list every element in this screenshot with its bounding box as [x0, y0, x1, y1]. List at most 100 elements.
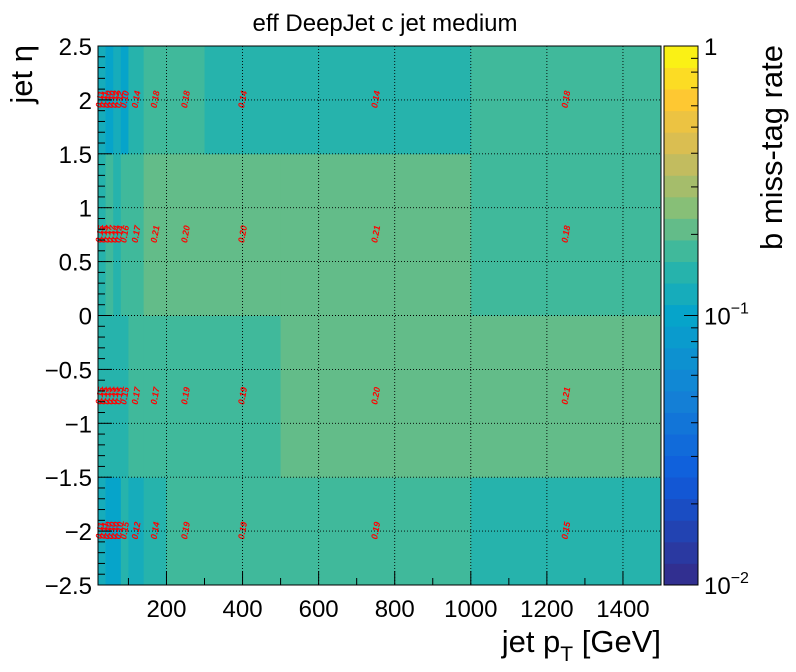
heatmap-cell	[120, 315, 129, 478]
heatmap-cell	[101, 315, 107, 478]
palette-band	[664, 326, 698, 349]
y-tick-label: 0	[79, 304, 92, 331]
x-tick-label: 200	[146, 596, 186, 623]
cell-value-label: 0.21	[369, 225, 382, 244]
cell-value-label: 0.12	[113, 90, 126, 109]
heatmap-cell	[128, 46, 145, 155]
cell-value-label: 0.18	[559, 225, 572, 244]
cell-value-label: 0.15	[97, 385, 110, 405]
cell-value-label: 0.11	[97, 521, 110, 539]
cell-value-label: 0.12	[130, 521, 143, 540]
cell-value-label: 0.15	[559, 520, 572, 540]
heatmap-cell	[280, 46, 472, 155]
z-tick-label: 10−1	[704, 301, 749, 331]
heatmap-cell	[120, 477, 129, 586]
cell-value-label: 0.15	[97, 224, 110, 244]
palette-band	[664, 477, 698, 500]
heatmap-cell	[113, 46, 118, 155]
heatmap-cell	[117, 315, 122, 478]
palette-band	[664, 563, 698, 586]
palette-band	[664, 196, 698, 219]
heatmap-cell	[280, 477, 472, 586]
x-axis-label: jet pT [GeV]	[501, 624, 661, 666]
cell-value-label: 0.20	[179, 225, 192, 244]
cell-value-label: 0.18	[149, 90, 162, 109]
cell-value-label: 0.15	[118, 520, 131, 540]
cell-value-label: 0.11	[94, 521, 107, 539]
palette-band	[664, 153, 698, 176]
palette-band	[664, 283, 698, 306]
y-tick-label: −2	[65, 519, 92, 546]
y-tick-label: 1	[79, 196, 92, 223]
cell-value-label: 0.17	[130, 385, 143, 405]
z-axis-label: b miss-tag rate	[754, 45, 789, 250]
color-palette: 10−2 10−1 1	[663, 34, 749, 600]
heatmap-cell	[128, 315, 145, 478]
cell-value-label: 0.10	[113, 521, 126, 540]
x-axis-label-subscript: T	[560, 643, 573, 666]
palette-band	[664, 132, 698, 155]
cell-value-label: 0.15	[109, 385, 122, 405]
y-tick-label: 0.5	[59, 250, 92, 277]
cell-value-label: 0.20	[236, 225, 249, 244]
palette-band	[664, 520, 698, 543]
cell-value-label: 0.18	[179, 90, 192, 109]
heatmap-cell	[101, 153, 107, 316]
cell-value-label: 0.10	[105, 90, 118, 109]
y-tick-label: 2.5	[59, 34, 92, 61]
cell-value-label: 0.21	[559, 386, 572, 405]
cell-value-label: 0.15	[101, 385, 114, 405]
x-axis-label-unit: [GeV]	[573, 624, 661, 659]
palette-band	[664, 455, 698, 478]
heatmap-cell	[166, 153, 205, 316]
cell-value-label: 0.19	[369, 521, 382, 540]
x-tick-label: 1200	[520, 596, 573, 623]
palette-band	[664, 110, 698, 133]
heatmap-cell	[128, 153, 145, 316]
y-tick-label: −1	[65, 411, 92, 438]
cell-value-label: 0.12	[109, 90, 122, 109]
x-tick-label: 1400	[596, 596, 649, 623]
cell-value-label: 0.10	[105, 521, 118, 540]
palette-band	[664, 498, 698, 521]
heatmap-cell	[105, 153, 110, 316]
palette-band	[664, 304, 698, 327]
cell-value-label: 0.19	[179, 521, 192, 540]
plot-gridlines	[98, 46, 661, 585]
heatmap-cell	[98, 315, 103, 478]
cell-value-label: 0.11	[97, 90, 110, 108]
cell-value-label: 0.19	[179, 386, 192, 405]
cell-value-label: 0.18	[559, 90, 572, 109]
heatmap-cell	[280, 315, 472, 478]
y-tick-label: 1.5	[59, 142, 92, 169]
cell-value-label: 0.15	[113, 385, 126, 405]
palette-band	[664, 89, 698, 112]
cell-value-label: 0.17	[105, 224, 118, 244]
palette-band	[664, 175, 698, 198]
z-tick-label: 1	[704, 34, 717, 61]
cell-value-label: 0.14	[113, 225, 126, 244]
palette-band	[664, 240, 698, 262]
plot-axes: 200 400 600 800 1000 1200 1400 −2.5 −2 −1.5 −1 −0.5…	[45, 34, 662, 623]
y-tick-label: −2.5	[45, 573, 92, 600]
heatmap-cell	[109, 315, 114, 478]
cell-value-label: 0.14	[369, 90, 382, 109]
palette-band	[664, 261, 698, 284]
heatmap-cell	[113, 315, 118, 478]
cell-value-label: 0.17	[130, 224, 143, 244]
heatmap-cell	[128, 477, 145, 586]
palette-band	[664, 434, 698, 457]
palette-band	[664, 67, 698, 90]
cell-value-label: 0.14	[236, 90, 249, 109]
heatmap-cell	[120, 153, 129, 316]
y-axis-label: jet η	[4, 45, 39, 105]
heatmap-cell	[113, 477, 118, 586]
cell-value-label: 0.16	[118, 224, 131, 244]
palette-band	[664, 412, 698, 435]
heatmap-cell-labels: 0.110.110.100.100.100.100.150.12 0.14 0.19…	[94, 90, 573, 540]
y-tick-label: −0.5	[45, 357, 92, 384]
heatmap-cell	[280, 153, 472, 316]
cell-value-label: 0.15	[94, 224, 107, 244]
cell-value-label: 0.19	[236, 386, 249, 405]
cell-value-label: 0.14	[149, 521, 162, 540]
